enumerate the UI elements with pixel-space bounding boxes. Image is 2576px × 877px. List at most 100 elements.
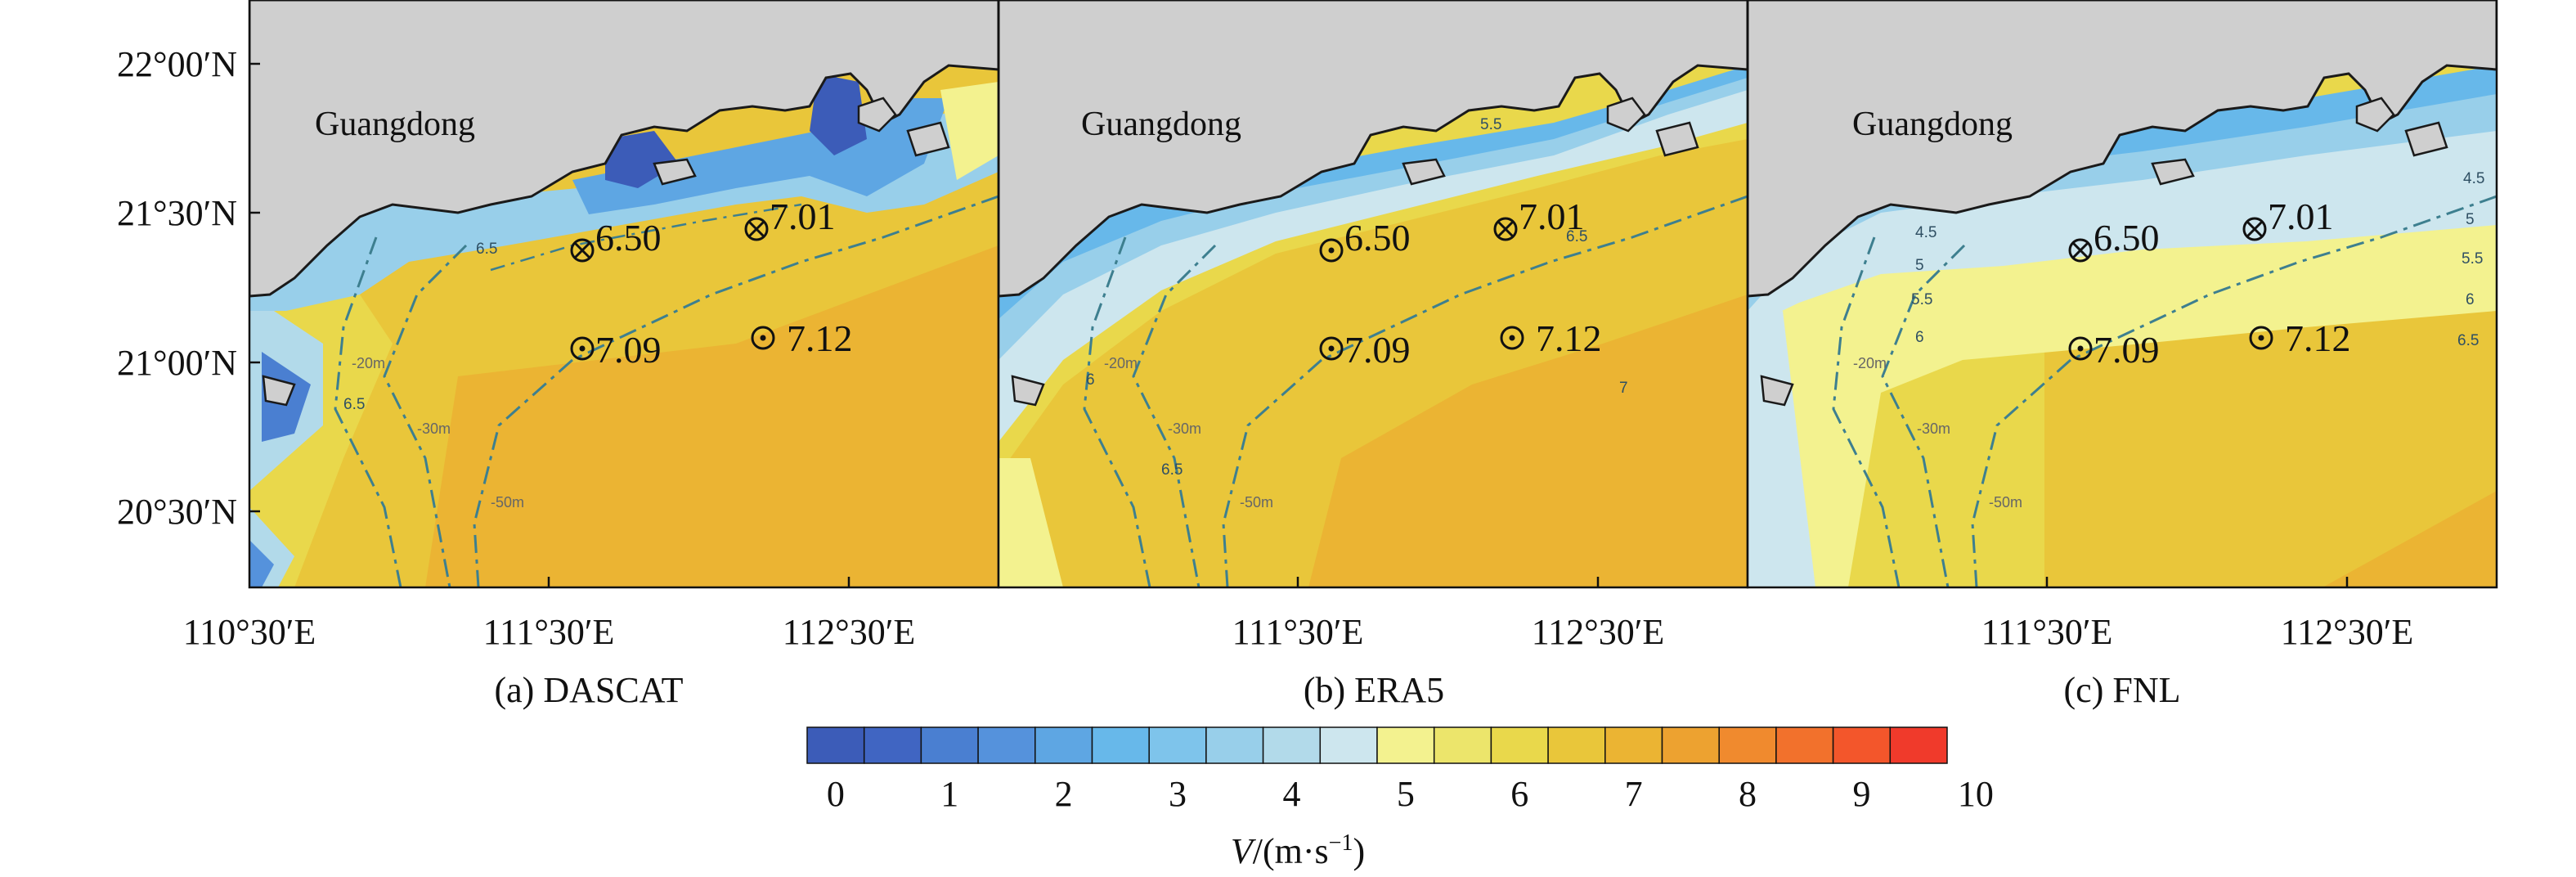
panel-b-title: (b) ERA5 — [1304, 670, 1444, 710]
panel-c-contour-label-7: 6.5 — [2457, 332, 2479, 349]
colorbar-swatch — [1490, 726, 1549, 764]
panel-c-contour-label-5: 5.5 — [2462, 250, 2483, 268]
colorbar-tick-label: 8 — [1739, 774, 1757, 814]
colorbar-swatch — [1718, 726, 1777, 764]
panel-a-station-3-value: 7.09 — [595, 329, 662, 371]
colorbar-title-close: ) — [1353, 831, 1365, 871]
lat-tick-2: 21°30′N — [117, 193, 237, 233]
panel-b-station-2: 7.01 — [1493, 196, 1585, 241]
colorbar-tick-label: 2 — [1055, 774, 1073, 814]
panel-c-contour-label-6: 6 — [2466, 291, 2475, 308]
colorbar-tick-label: 1 — [940, 774, 958, 814]
colorbar-tick-label: 9 — [1852, 774, 1870, 814]
panel-a-station-2: 7.01 — [744, 196, 836, 241]
colorbar-title-units: /(m·s — [1253, 831, 1329, 871]
colorbar-tick-label: 6 — [1510, 774, 1528, 814]
panel-b-station-3: 7.09 — [1319, 329, 1411, 371]
panel-a-station-3: 7.09 — [570, 329, 662, 371]
panel-a-title: (a) DASCAT — [495, 670, 684, 710]
panel-c-contour-label-2: 5 — [1915, 257, 1924, 274]
panel-c-station-2: 7.01 — [2242, 196, 2334, 241]
panel-b-isobath-50: -50m — [1240, 494, 1273, 510]
colorbar-swatch — [1091, 726, 1150, 764]
panel-b-station-4: 7.12 — [1500, 317, 1602, 359]
panel-b: Guangdong -20m -30m -50m 6 6.5 7 5.5 6.5… — [997, 0, 1749, 589]
colorbar-tick-label: 4 — [1282, 774, 1300, 814]
colorbar-swatch — [1262, 726, 1322, 764]
panel-b-isobath-20: -20m — [1104, 355, 1138, 371]
panel-c-region-label: Guangdong — [1852, 106, 2013, 143]
panel-b-station-1: 6.50 — [1319, 217, 1411, 263]
colorbar-title-symbol: V — [1231, 831, 1257, 871]
longitude-axis-b: 111°30′E 112°30′E — [1232, 577, 1664, 652]
panel-c-station-4: 7.12 — [2249, 317, 2351, 359]
panel-b-contour-label-2: 6.5 — [1161, 461, 1183, 479]
panel-c-isobath-20: -20m — [1853, 355, 1887, 371]
panel-c-isobath-50: -50m — [1989, 494, 2022, 510]
lon-tick-b-2: 112°30′E — [1532, 612, 1664, 652]
colorbar-swatch — [1604, 726, 1663, 764]
lon-tick-c-1: 111°30′E — [1981, 612, 2113, 652]
panel-a-isobath-50: -50m — [491, 494, 524, 510]
panel-c-station-1: 6.50 — [2068, 217, 2160, 263]
panel-c-contour-label-1: 4.5 — [1915, 224, 1936, 241]
panel-a-station-1-value: 6.50 — [595, 217, 662, 259]
colorbar-tick-label: 7 — [1625, 774, 1643, 814]
colorbar-tick-label: 0 — [827, 774, 845, 814]
panel-b-station-4-value: 7.12 — [1536, 317, 1602, 359]
panel-b-station-1-value: 6.50 — [1344, 217, 1411, 259]
lon-tick-b-1: 111°30′E — [1232, 612, 1364, 652]
panel-b-map — [999, 0, 1748, 587]
colorbar-swatch — [1661, 726, 1720, 764]
colorbar-swatch — [1832, 726, 1892, 764]
colorbar-swatch — [1034, 726, 1093, 764]
panel-b-station-3-value: 7.09 — [1344, 329, 1411, 371]
panel-c-title: (c) FNL — [2064, 670, 2181, 710]
panel-c-contour-label-4: 6 — [1915, 329, 1924, 346]
panel-a-station-1: 6.50 — [570, 217, 662, 263]
colorbar-ticks: 0 1 2 3 4 5 6 7 8 9 10 — [827, 774, 1994, 814]
panel-a-isobath-20: -20m — [352, 355, 385, 371]
panel-b-region-label: Guangdong — [1081, 106, 1241, 143]
panel-c-contour-label-9: 4.5 — [2463, 170, 2484, 187]
panel-c: Guangdong -20m -30m -50m 4.5 5 5.5 6 5.5… — [1746, 0, 2498, 589]
panel-c-map — [1748, 0, 2497, 587]
panel-c-station-1-value: 6.50 — [2094, 217, 2160, 259]
colorbar-swatch — [1205, 726, 1264, 764]
colorbar-tick-label: 3 — [1169, 774, 1187, 814]
panel-b-contour-label-4: 5.5 — [1480, 116, 1501, 133]
panel-b-contour-label-3: 7 — [1619, 380, 1628, 397]
panel-a-map — [249, 0, 999, 587]
panel-b-isobath-30: -30m — [1168, 421, 1201, 437]
panel-a-station-2-value: 7.01 — [770, 196, 836, 237]
colorbar-swatch — [1775, 726, 1834, 764]
lon-tick-a-2: 111°30′E — [483, 612, 615, 652]
panel-a-isobath-30: -30m — [417, 421, 451, 437]
panel-a-station-4: 7.12 — [751, 317, 853, 359]
colorbar-swatch — [1547, 726, 1606, 764]
panel-a: Guangdong -20m -30m -50m 6.5 6.5 6.50 7.… — [248, 0, 1000, 589]
panel-b-contour-label-5: 6.5 — [1566, 228, 1587, 245]
panel-c-contour-label-3: 5.5 — [1911, 291, 1932, 308]
panel-c-frame — [1746, 0, 2498, 589]
panel-c-station-2-value: 7.01 — [2268, 196, 2334, 237]
lon-tick-a-1: 110°30′E — [183, 612, 316, 652]
colorbar-swatch — [863, 726, 922, 764]
panel-b-contour-label-1: 6 — [1086, 371, 1095, 389]
panel-a-region-label: Guangdong — [315, 106, 475, 143]
panel-c-station-4-value: 7.12 — [2285, 317, 2351, 359]
colorbar-swatch — [1889, 726, 1948, 764]
panel-c-contour-label-8: 5 — [2466, 211, 2475, 228]
colorbar-swatch — [1433, 726, 1492, 764]
colorbar-tick-label: 5 — [1397, 774, 1415, 814]
panel-c-station-3: 7.09 — [2068, 329, 2160, 371]
lat-tick-3: 21°00′N — [117, 343, 237, 383]
panel-a-contour-label-1: 6.5 — [476, 241, 497, 258]
colorbar-title: V/(m·s−1) — [1231, 830, 1365, 871]
longitude-axis-a: 110°30′E 111°30′E 112°30′E — [183, 577, 915, 652]
colorbar-title-exponent: −1 — [1329, 830, 1353, 856]
panel-c-isobath-30: -30m — [1917, 421, 1950, 437]
colorbar-swatch — [920, 726, 979, 764]
colorbar: 0 1 2 3 4 5 6 7 8 9 10 V/(m·s−1) — [806, 726, 1994, 871]
